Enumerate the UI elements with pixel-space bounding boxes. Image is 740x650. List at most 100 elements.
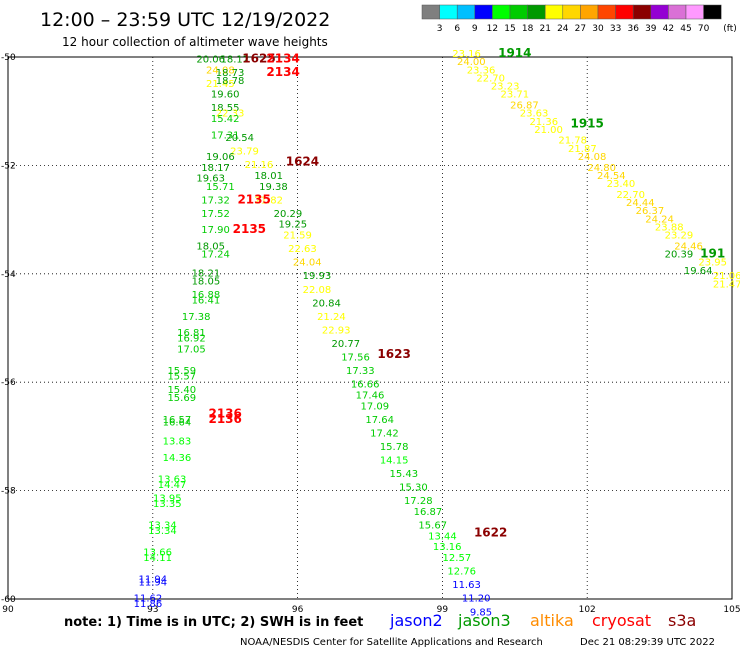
wave-height-label: 17.24 [201,250,230,261]
wave-height-label: 15.40 [167,385,196,396]
wave-height-label: 13.44 [428,531,457,542]
wave-height-label: 17.31 [211,130,240,141]
wave-height-label: 13.16 [433,542,462,553]
wave-height-label: 24.00 [457,57,486,68]
color-swatch [580,4,599,20]
pass-time-label: 1624 [286,154,319,168]
color-scale-label: 21 [539,24,550,34]
wave-height-label: 22.08 [303,285,332,296]
pass-time-label: 2136 [208,406,241,420]
wave-height-label: 15.71 [206,182,235,193]
mission-legend: jason2 jason3 altika cryosat s3a [389,611,696,630]
footer-credit: NOAA/NESDIS Center for Satellite Applica… [240,637,543,648]
wave-height-label: 12.76 [447,567,476,578]
color-swatch [456,4,476,20]
x-tick-label: 105 [723,605,740,615]
color-scale-label: 15 [504,24,515,34]
wave-height-label: 24.08 [206,65,235,76]
wave-height-label: 24.44 [626,198,655,209]
wave-height-label: 21.78 [558,136,587,147]
mission-label: jason2 [389,611,443,630]
wave-height-label: 24.54 [597,171,626,182]
wave-height-label: 20.39 [665,250,694,261]
color-swatch [597,4,616,20]
x-tick-label: 102 [579,605,596,615]
pass-time-label: 191 [700,247,725,261]
pass-time-label: 1622 [474,526,507,540]
color-swatch [650,4,669,20]
y-tick-label: -58 [1,487,16,497]
color-swatch [527,4,546,20]
wave-height-label: 23.79 [230,147,259,158]
wave-height-label: 19.38 [259,182,288,193]
color-swatch [668,4,687,20]
wave-height-label: 16.41 [192,296,221,307]
pass-time-label: 1915 [570,116,603,130]
wave-height-label: 17.28 [404,496,433,507]
wave-height-label: 11.94 [138,575,167,586]
pass-time-label: 2135 [233,222,266,236]
color-swatch [703,4,722,20]
wave-height-label: 15.43 [389,469,418,480]
wave-height-label: 23.36 [467,65,496,76]
wave-height-label: 17.38 [182,312,211,323]
wave-height-label: 21.47 [713,279,740,290]
wave-height-label: 18.55 [211,103,240,114]
wave-height-label: 17.64 [365,415,394,426]
wave-height-label: 20.77 [332,339,361,350]
wave-height-label: 19.60 [211,90,240,101]
wave-height-label: 21.06 [713,271,740,282]
x-tick-label: 99 [437,605,449,615]
color-scale-bar: 3 6 9 12 15 18 21 24 27 30 33 36 39 42 45 70 (ft) [421,4,737,34]
wave-height-label: 16.66 [351,380,380,391]
wave-height-label: 24.04 [293,258,322,269]
wave-height-label: 11.20 [462,594,491,605]
y-tick-labels: -50 -52 -54 -56 -58 -60 [1,53,16,605]
wave-height-label: 23.23 [491,82,520,93]
mission-label: jason3 [457,611,511,630]
wave-height-label: 23.63 [520,109,549,120]
wave-height-label: 21.00 [534,125,563,136]
wave-height-label: 18.73 [216,68,245,79]
footer-timestamp: Dec 21 08:29:39 UTC 2022 [580,637,715,648]
wave-height-label: 22.63 [288,244,317,255]
color-swatch [492,4,511,20]
x-tick-label: 93 [147,605,158,615]
mission-label: altika [530,611,574,630]
wave-height-label: 24.24 [645,214,674,225]
color-scale-label: 3 [437,24,443,34]
wave-height-label: 17.42 [370,428,399,439]
wave-height-label: 18.17 [201,163,230,174]
color-scale-label: 27 [575,24,586,34]
x-tick-label: 90 [2,605,14,615]
color-scale-label: 6 [454,24,460,34]
wave-height-label: 26.87 [510,100,539,111]
wave-height-label: 19.64 [684,266,713,277]
wave-height-label: 21.87 [568,144,597,155]
wave-height-label: 17.90 [201,225,230,236]
wave-height-label: 17.33 [346,366,375,377]
wave-height-label: 26.37 [636,206,665,217]
footer-note: note: 1) Time is in UTC; 2) SWH is in fe… [64,615,363,630]
wave-height-label: 9.85 [470,607,492,618]
color-swatch [439,4,458,20]
wave-height-label: 18.21 [192,269,221,280]
y-tick-label: -52 [1,161,16,171]
wave-height-label: 19.63 [196,174,225,185]
wave-height-label: 13.34 [148,521,177,532]
color-scale-label: 30 [592,24,604,34]
wave-height-label: 14.11 [143,553,172,564]
wave-height-points: 23.1624.0023.3622.7023.2323.7126.8723.63… [134,49,740,618]
pass-time-label: 2135 [237,192,270,206]
wave-height-label: 20.06 [196,54,225,65]
wave-height-label: 15.59 [167,366,196,377]
wave-height-label: 18.05 [192,277,221,288]
color-scale-label: 70 [698,24,710,34]
wave-height-label: 14.36 [163,453,192,464]
wave-height-label: 16.87 [414,507,443,518]
wave-height-label: 15.57 [167,371,196,382]
mission-label: cryosat [592,611,651,630]
wave-height-label: 22.70 [476,73,505,84]
wave-height-label: 12.57 [443,553,472,564]
